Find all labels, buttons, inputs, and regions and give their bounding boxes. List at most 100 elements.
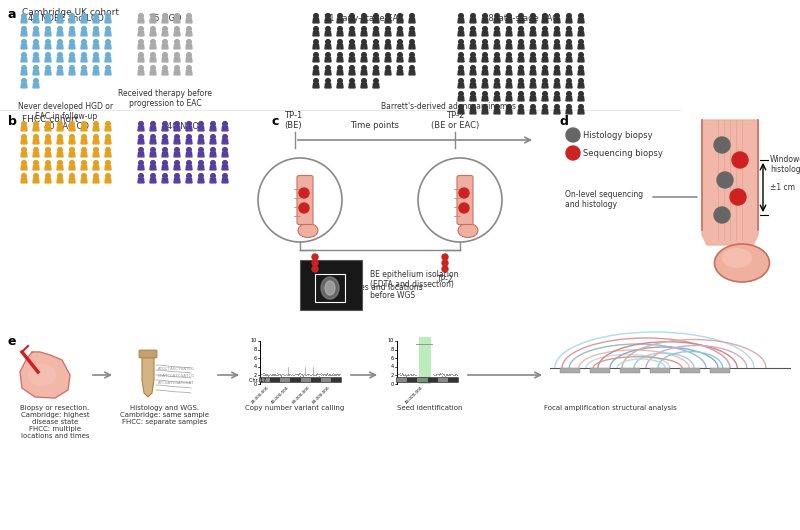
Circle shape <box>374 52 378 57</box>
Circle shape <box>494 14 499 18</box>
Circle shape <box>530 66 535 70</box>
Circle shape <box>730 189 746 205</box>
Circle shape <box>138 147 143 152</box>
Circle shape <box>398 66 402 70</box>
Circle shape <box>554 78 559 83</box>
Circle shape <box>162 66 167 70</box>
Circle shape <box>222 121 227 126</box>
Polygon shape <box>337 31 343 36</box>
Polygon shape <box>198 153 204 157</box>
Polygon shape <box>458 96 464 101</box>
Polygon shape <box>105 70 111 75</box>
Polygon shape <box>138 45 144 49</box>
Circle shape <box>46 121 50 126</box>
FancyBboxPatch shape <box>710 368 730 373</box>
Circle shape <box>542 52 547 57</box>
Circle shape <box>174 40 179 44</box>
Polygon shape <box>150 45 156 49</box>
Polygon shape <box>69 139 75 144</box>
FancyBboxPatch shape <box>248 337 343 392</box>
Polygon shape <box>33 179 39 183</box>
Circle shape <box>458 52 463 57</box>
Text: Windowed
histology: Windowed histology <box>770 155 800 174</box>
Polygon shape <box>69 179 75 183</box>
Circle shape <box>542 40 547 44</box>
Polygon shape <box>174 70 180 75</box>
Polygon shape <box>105 19 111 23</box>
Text: 10: 10 <box>388 339 394 343</box>
Polygon shape <box>150 153 156 157</box>
Polygon shape <box>45 57 51 62</box>
Ellipse shape <box>714 244 770 282</box>
Polygon shape <box>222 153 228 157</box>
Polygon shape <box>210 139 216 144</box>
Circle shape <box>22 135 26 139</box>
Polygon shape <box>554 57 560 62</box>
Circle shape <box>530 92 535 96</box>
Circle shape <box>58 174 62 178</box>
Circle shape <box>554 26 559 31</box>
Polygon shape <box>138 70 144 75</box>
FancyBboxPatch shape <box>301 378 310 382</box>
Polygon shape <box>530 83 536 88</box>
FancyBboxPatch shape <box>680 368 700 373</box>
Circle shape <box>70 26 74 31</box>
Text: 51 early-stage EAC: 51 early-stage EAC <box>324 14 404 23</box>
Circle shape <box>482 66 487 70</box>
Polygon shape <box>494 31 500 36</box>
Polygon shape <box>494 70 500 75</box>
Polygon shape <box>361 19 367 23</box>
Circle shape <box>22 40 26 44</box>
Polygon shape <box>81 139 87 144</box>
Polygon shape <box>373 45 379 49</box>
Circle shape <box>22 174 26 178</box>
Circle shape <box>350 78 354 83</box>
Polygon shape <box>21 19 27 23</box>
Text: 4: 4 <box>254 364 257 369</box>
Polygon shape <box>57 165 63 170</box>
Polygon shape <box>138 127 144 131</box>
Polygon shape <box>397 57 403 62</box>
FancyBboxPatch shape <box>560 368 580 373</box>
Circle shape <box>554 14 559 18</box>
Polygon shape <box>578 57 584 62</box>
Polygon shape <box>313 45 319 49</box>
Circle shape <box>82 135 86 139</box>
Polygon shape <box>174 19 180 23</box>
Polygon shape <box>506 96 512 101</box>
Circle shape <box>518 66 523 70</box>
Circle shape <box>518 92 523 96</box>
Circle shape <box>566 128 580 142</box>
FancyBboxPatch shape <box>397 378 407 382</box>
Circle shape <box>22 66 26 70</box>
Circle shape <box>338 52 342 57</box>
Polygon shape <box>174 179 180 183</box>
Polygon shape <box>138 31 144 36</box>
Circle shape <box>106 26 110 31</box>
Polygon shape <box>162 153 168 157</box>
Polygon shape <box>57 45 63 49</box>
Circle shape <box>458 104 463 109</box>
Polygon shape <box>138 139 144 144</box>
Circle shape <box>70 135 74 139</box>
Polygon shape <box>93 127 99 131</box>
Circle shape <box>94 147 98 152</box>
Polygon shape <box>566 45 572 49</box>
Polygon shape <box>21 127 27 131</box>
Polygon shape <box>349 57 355 62</box>
Circle shape <box>106 40 110 44</box>
Polygon shape <box>93 57 99 62</box>
Circle shape <box>312 260 318 266</box>
Polygon shape <box>198 127 204 131</box>
Text: b: b <box>8 115 17 128</box>
Circle shape <box>70 121 74 126</box>
Circle shape <box>374 14 378 18</box>
Text: Time points: Time points <box>350 121 399 130</box>
Circle shape <box>186 52 191 57</box>
Circle shape <box>174 174 179 178</box>
Text: Seed identification: Seed identification <box>398 405 462 411</box>
Polygon shape <box>337 83 343 88</box>
Circle shape <box>506 66 511 70</box>
Circle shape <box>150 52 155 57</box>
Polygon shape <box>506 19 512 23</box>
